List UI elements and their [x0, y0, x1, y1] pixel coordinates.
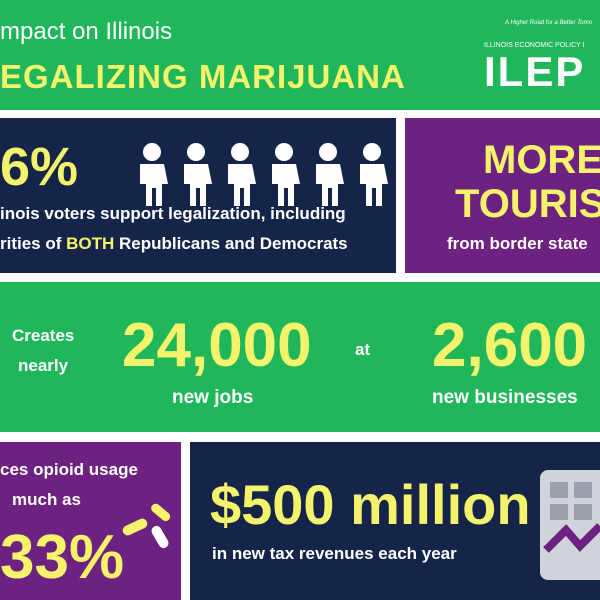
text: rities of: [0, 234, 67, 253]
voters-stat: 6%: [0, 137, 79, 197]
calculator-icon: [540, 470, 600, 580]
voters-panel: 6% inois voters support legalization, in…: [0, 118, 396, 273]
jobs-lead: Creates: [12, 326, 75, 345]
tourism-panel: MORE TOURISM from border state: [405, 118, 600, 273]
tourism-text: from border state: [447, 234, 588, 253]
text: Republicans and Democrats: [114, 234, 348, 253]
people-icon: [140, 143, 388, 206]
header: mpact on Illinois EGALIZING MARIJUANA A …: [0, 0, 600, 110]
jobs-lead: nearly: [18, 356, 69, 375]
tourism-text: TOURISM: [455, 182, 600, 226]
pills-icon: [122, 503, 171, 549]
jobs-label: new jobs: [172, 387, 254, 408]
logo-tagline: A Higher Road for a Better Tomo: [505, 20, 592, 26]
tax-label: in new tax revenues each year: [212, 544, 457, 563]
biz-label: new businesses: [432, 387, 578, 408]
logo-name: ILEP: [484, 48, 586, 95]
logo-org: ILLINOIS ECONOMIC POLICY I: [484, 42, 585, 49]
jobs-stat: 24,000: [122, 311, 312, 380]
biz-stat: 2,600: [432, 311, 588, 380]
tax-panel: $500 million in new tax revenues each ye…: [190, 442, 600, 600]
opioid-panel: ces opioid usage much as 33%: [0, 442, 181, 600]
tax-stat: $500 million: [210, 473, 531, 536]
jobs-panel: Creates nearly 24,000 new jobs at 2,600 …: [0, 282, 600, 432]
title: mpact on Illinois: [0, 18, 173, 45]
tourism-text: MORE: [483, 138, 600, 182]
opioid-text: ces opioid usage: [0, 460, 138, 479]
at-text: at: [355, 340, 371, 359]
voters-text: inois voters support legalization, inclu…: [0, 204, 346, 223]
emphasis: BOTH: [66, 234, 115, 253]
voters-text: rities of BOTH Republicans and Democrats: [0, 234, 348, 254]
headline: EGALIZING MARIJUANA: [0, 58, 406, 95]
opioid-text: much as: [12, 490, 81, 509]
opioid-stat: 33%: [0, 523, 125, 592]
